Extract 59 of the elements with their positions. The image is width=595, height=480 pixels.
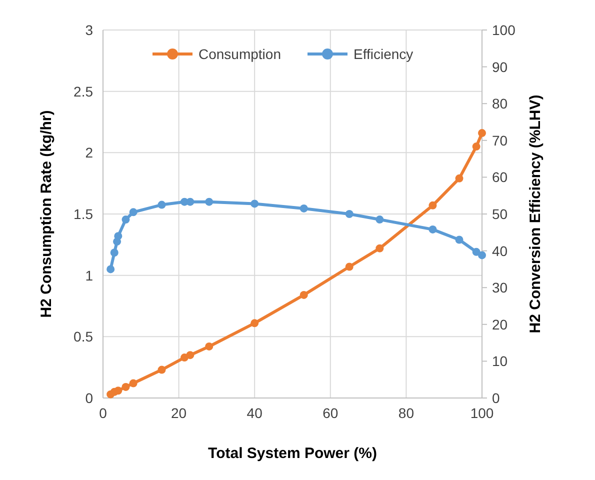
point: [110, 248, 118, 257]
point: [472, 248, 480, 256]
x-tick-label: 60: [322, 405, 338, 421]
point: [472, 142, 480, 151]
y2-tick-label: 10: [492, 353, 508, 370]
point: [158, 366, 166, 374]
legend-label: Efficiency: [354, 46, 414, 62]
point: [345, 210, 354, 218]
point: [129, 208, 138, 216]
point: [129, 379, 138, 388]
y2-axis-title: H2 Conversion Efficiency (%LHV): [527, 94, 544, 334]
y2-tick-label: 60: [492, 169, 508, 186]
point: [376, 216, 384, 224]
point: [205, 342, 214, 350]
point: [205, 198, 214, 206]
point: [122, 216, 130, 224]
point: [158, 200, 166, 209]
point: [300, 290, 308, 299]
point: [345, 262, 354, 271]
x-tick-label: 100: [470, 405, 494, 421]
point: [114, 386, 122, 395]
y2-tick-label: 80: [492, 96, 508, 112]
y2-tick-label: 40: [492, 242, 508, 259]
y-tick-label: 2.5: [74, 83, 94, 100]
point: [250, 200, 259, 208]
point: [106, 265, 115, 274]
y2-tick-label: 0: [492, 390, 500, 406]
point: [114, 232, 122, 240]
point: [122, 382, 130, 391]
y-tick-label: 2: [85, 144, 94, 161]
y2-tick-label: 50: [492, 206, 508, 222]
point: [186, 198, 194, 206]
point: [250, 319, 259, 328]
y-tick-label: 1: [85, 267, 94, 284]
y2-tick-label: 90: [492, 58, 508, 75]
point: [478, 251, 486, 260]
y2-tick-label: 100: [492, 22, 516, 38]
y-tick-label: 3: [85, 22, 94, 38]
x-tick-label: 0: [99, 405, 108, 421]
x-tick-label: 20: [171, 405, 187, 421]
y2-tick-label: 30: [492, 280, 508, 296]
x-axis-title: Total System Power (%): [208, 445, 377, 462]
y-axis-title: H2 Consumption Rate (kg/hr): [38, 110, 55, 318]
point: [428, 201, 437, 210]
x-tick-label: 80: [398, 405, 414, 421]
y2-tick-label: 20: [492, 316, 508, 332]
y-tick-label: 1.5: [74, 206, 94, 222]
point: [428, 225, 437, 234]
point: [300, 204, 308, 212]
x-tick-label: 40: [246, 405, 263, 421]
point: [478, 129, 486, 138]
y-tick-label: 0: [85, 390, 94, 406]
y-tick-label: 0.5: [74, 328, 94, 345]
legend-label: Consumption: [198, 46, 281, 62]
point: [455, 236, 464, 244]
y2-tick-label: 70: [492, 132, 508, 148]
point: [455, 174, 464, 182]
point: [376, 244, 384, 252]
point: [186, 351, 194, 360]
